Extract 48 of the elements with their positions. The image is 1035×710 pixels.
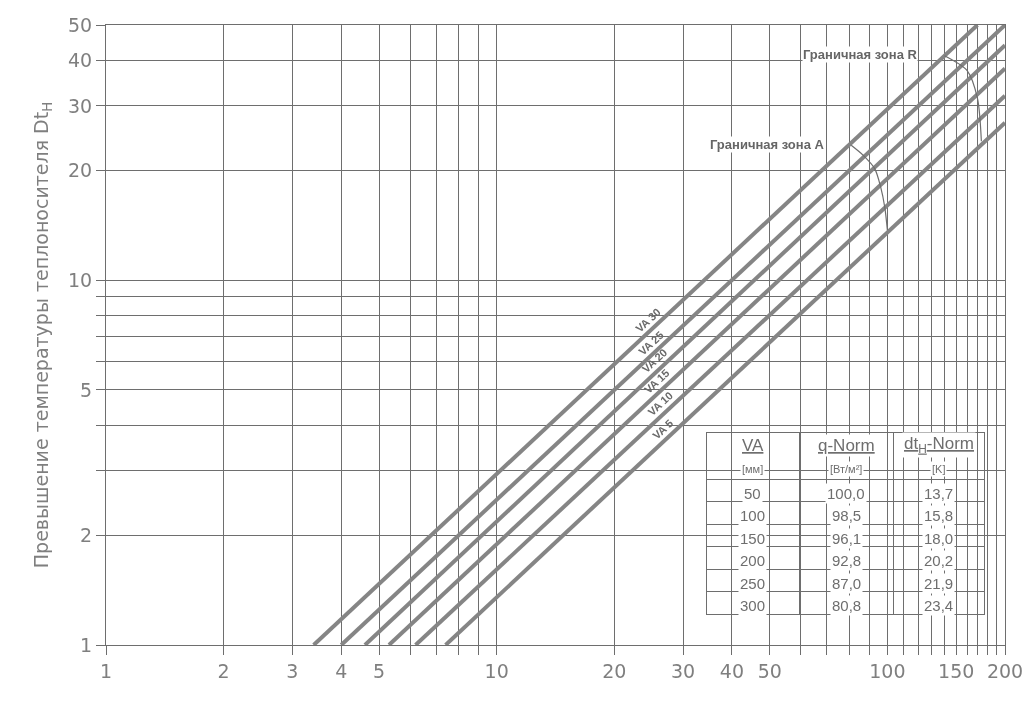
x-tick-label: 30 bbox=[671, 659, 696, 682]
annotation: 96,1 bbox=[832, 530, 862, 547]
annotation: 98,5 bbox=[832, 507, 862, 524]
annotation: Граничная зона A bbox=[710, 137, 825, 152]
annotation: dt$_{H}$-Norm bbox=[904, 434, 974, 456]
annotation: 200 bbox=[740, 552, 766, 569]
annotation: 20,2 bbox=[924, 552, 954, 569]
annotation: 15,8 bbox=[924, 507, 954, 524]
x-tick-label: 20 bbox=[602, 659, 627, 682]
x-tick-label: 3 bbox=[286, 659, 299, 682]
x-tick-label: 1 bbox=[99, 659, 113, 682]
annotation: Граничная зона R bbox=[803, 47, 918, 62]
x-tick-label: 4 bbox=[335, 659, 348, 682]
annotation: 100,0 bbox=[827, 485, 865, 502]
annotation: 150 bbox=[740, 530, 766, 547]
y-tick-label: 40 bbox=[68, 49, 93, 72]
annotation: 13,7 bbox=[924, 485, 954, 502]
y-tick-label: 10 bbox=[68, 268, 93, 291]
annotation: 50 bbox=[744, 485, 761, 502]
annotation: 21,9 bbox=[924, 575, 954, 592]
x-tick-label: 50 bbox=[757, 659, 782, 682]
y-tick-label: 1 bbox=[80, 633, 93, 656]
x-tick-label: 10 bbox=[484, 659, 509, 682]
annotation: 23,4 bbox=[924, 597, 954, 614]
annotation: 92,8 bbox=[832, 552, 862, 569]
x-tick-label: 5 bbox=[373, 659, 386, 682]
x-tick-label: 100 bbox=[869, 659, 906, 682]
annotation: [K] bbox=[932, 463, 946, 475]
y-tick-label: 30 bbox=[68, 94, 93, 117]
y-tick-label: 2 bbox=[80, 523, 93, 546]
annotation: 80,8 bbox=[832, 597, 862, 614]
annotation: 300 bbox=[740, 597, 766, 614]
annotation: 87,0 bbox=[832, 575, 862, 592]
y-tick-label: 20 bbox=[68, 158, 93, 181]
text: VA 5 bbox=[650, 416, 676, 442]
x-tick-label: 200 bbox=[986, 659, 1024, 682]
annotation: [Вт/м²] bbox=[830, 463, 863, 475]
annotation: 100 bbox=[740, 507, 766, 524]
annotation: 18,0 bbox=[924, 530, 954, 547]
annotation: 250 bbox=[740, 575, 766, 592]
y-tick-label: 5 bbox=[80, 378, 93, 401]
annotation: [мм] bbox=[742, 463, 764, 475]
x-tick-label: 40 bbox=[719, 659, 745, 682]
x-tick-label: 2 bbox=[217, 659, 230, 682]
y-tick-label: 50 bbox=[68, 13, 93, 36]
annotation: VA bbox=[742, 436, 765, 455]
annotation: q-Norm bbox=[818, 436, 875, 455]
x-tick-label: 150 bbox=[938, 659, 975, 682]
